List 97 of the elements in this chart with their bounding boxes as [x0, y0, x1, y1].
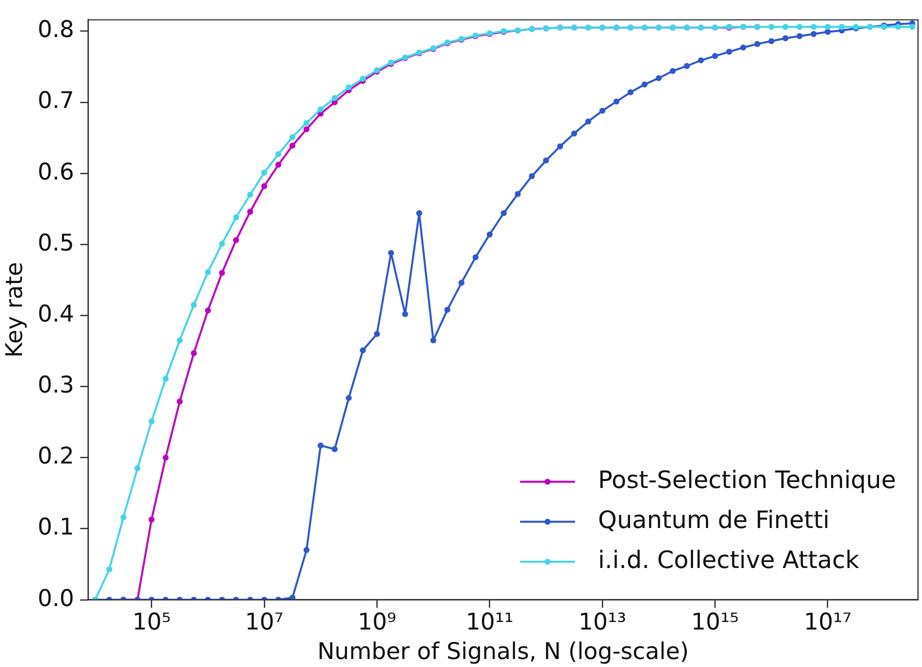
x-tick-label: 10⁵ [132, 610, 171, 636]
point [332, 94, 338, 101]
point [233, 237, 240, 244]
point [571, 130, 578, 137]
point [472, 254, 479, 260]
point [204, 269, 211, 276]
point [304, 120, 310, 126]
point [726, 48, 732, 55]
point [134, 465, 140, 472]
point [219, 240, 225, 247]
point [388, 250, 394, 256]
point [219, 270, 225, 276]
point [233, 214, 240, 220]
x-tick-label: 10¹³ [578, 610, 626, 636]
point [613, 98, 620, 105]
y-tick-label: 0.5 [38, 230, 74, 256]
legend-label: Post-Selection Technique [598, 466, 896, 494]
point [500, 210, 507, 216]
point [782, 35, 788, 42]
point [768, 24, 774, 30]
y-axis-title: Key rate [2, 262, 28, 358]
x-tick-label: 10⁷ [245, 610, 284, 636]
point [698, 57, 704, 64]
point [247, 208, 254, 215]
point [796, 33, 803, 40]
point [895, 24, 902, 30]
point [346, 84, 352, 90]
x-tick-label: 10¹⁵ [691, 610, 739, 636]
point [712, 53, 718, 60]
point [275, 162, 282, 168]
point [148, 418, 155, 424]
point [346, 394, 352, 401]
point [318, 442, 324, 449]
x-tick-label: 10⁹ [358, 610, 396, 636]
point [542, 158, 549, 164]
point [585, 118, 592, 124]
x-tick-label: 10¹⁷ [804, 610, 852, 636]
point [810, 24, 817, 30]
y-tick-label: 0.3 [38, 372, 74, 399]
point [318, 106, 324, 112]
point [824, 24, 831, 30]
point [261, 183, 268, 190]
point [304, 547, 310, 554]
point [514, 190, 521, 197]
point [740, 44, 746, 51]
point [374, 330, 380, 337]
point [810, 31, 817, 38]
point [148, 516, 155, 522]
point [360, 347, 366, 354]
point [599, 108, 606, 114]
point [642, 81, 648, 88]
point [190, 350, 197, 356]
point [289, 142, 296, 149]
point [754, 40, 760, 47]
y-tick-label: 0.1 [38, 514, 74, 541]
x-tick-label: 10¹¹ [466, 610, 514, 636]
point [528, 173, 535, 180]
point [162, 376, 169, 382]
point [289, 134, 296, 140]
y-tick-label: 0.6 [38, 159, 74, 186]
point [120, 514, 126, 520]
point [768, 38, 774, 44]
point [106, 566, 112, 572]
point [838, 24, 845, 30]
point [289, 594, 296, 600]
point [486, 231, 493, 238]
point [204, 308, 211, 314]
point [670, 68, 676, 74]
point [261, 170, 268, 176]
point [247, 192, 254, 198]
point [162, 454, 169, 461]
point [782, 24, 788, 30]
y-tick-label: 0.4 [38, 301, 74, 328]
y-tick-label: 0.7 [38, 88, 74, 114]
y-tick-label: 0.2 [38, 444, 74, 470]
y-tick-label: 0.0 [38, 586, 74, 612]
point [628, 89, 634, 96]
point [176, 398, 183, 404]
point [796, 24, 803, 30]
point [684, 63, 690, 69]
point [190, 302, 197, 308]
point [402, 311, 408, 318]
x-axis-title: Number of Signals, N (log-scale) [317, 639, 689, 666]
y-tick-label: 0.8 [38, 17, 74, 44]
point [430, 337, 436, 344]
point [458, 280, 464, 286]
point [656, 75, 662, 82]
point [332, 446, 338, 452]
legend-label: i.i.d. Collective Attack [598, 546, 860, 574]
point [275, 151, 282, 158]
point [909, 24, 916, 30]
point [557, 143, 564, 150]
legend-label: Quantum de Finetti [598, 506, 830, 534]
point [444, 306, 450, 313]
point [176, 337, 183, 344]
point [416, 210, 422, 216]
point [304, 126, 310, 132]
